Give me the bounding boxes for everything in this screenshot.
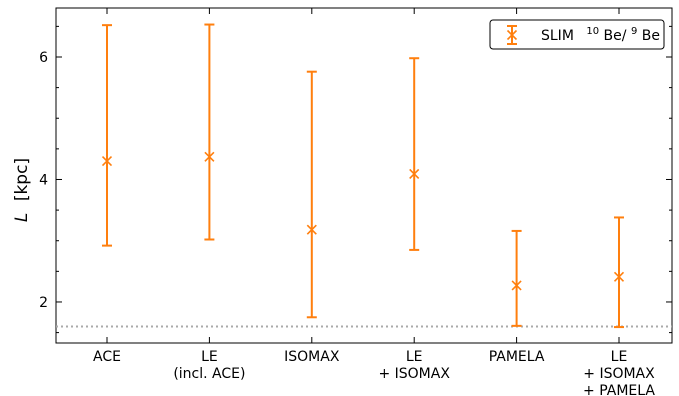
data-point-marker (306, 224, 317, 235)
marker-stroke (511, 280, 522, 291)
y-axis-symbol: L (12, 213, 32, 222)
x-category-label-line: LE (201, 349, 218, 365)
y-tick-label: 6 (39, 50, 48, 66)
x-category-label-line: ACE (93, 349, 121, 365)
y-axis-unit: [kpc] (12, 158, 32, 201)
x-category-label-line: LE (611, 349, 628, 365)
legend-box (489, 19, 665, 50)
y-axis-label: L [kpc] (12, 158, 32, 222)
x-category-label-line: PAMELA (489, 349, 545, 365)
y-tick-label: 2 (39, 295, 48, 311)
x-category-label-line: + ISOMAX (378, 366, 450, 382)
x-category-label: ACE (93, 349, 121, 365)
data-point-marker (409, 168, 420, 180)
marker-stroke (409, 168, 420, 180)
x-category-label: PAMELA (489, 349, 545, 365)
legend-x-marker (506, 29, 518, 41)
marker-stroke (101, 156, 113, 167)
x-category-label: LE + ISOMAX (378, 349, 450, 382)
x-category-label-line: (incl. ACE) (173, 366, 245, 382)
data-point-marker (613, 271, 625, 282)
data-point-marker (511, 280, 522, 291)
data-point-marker (101, 156, 113, 167)
marker-stroke (306, 224, 317, 235)
marker-stroke (613, 271, 625, 282)
marker-stroke (204, 151, 215, 162)
x-category-label: ISOMAX (284, 349, 340, 365)
x-category-label-line: + ISOMAX (583, 366, 655, 382)
x-category-label: LE + ISOMAX + PAMELA (583, 349, 655, 396)
legend: SLIM 10 Be/ 9 Be (489, 19, 665, 50)
data-point-marker (204, 151, 215, 162)
legend-entry-text: SLIM 10 Be/ 9 Be (541, 22, 660, 44)
plot-frame (55, 7, 673, 344)
x-category-label: LE (incl. ACE) (173, 349, 245, 382)
x-category-label-line: LE (406, 349, 423, 365)
x-category-label-line: ISOMAX (284, 349, 340, 365)
x-category-label-line: + PAMELA (583, 383, 655, 396)
y-tick-label: 4 (39, 172, 48, 188)
